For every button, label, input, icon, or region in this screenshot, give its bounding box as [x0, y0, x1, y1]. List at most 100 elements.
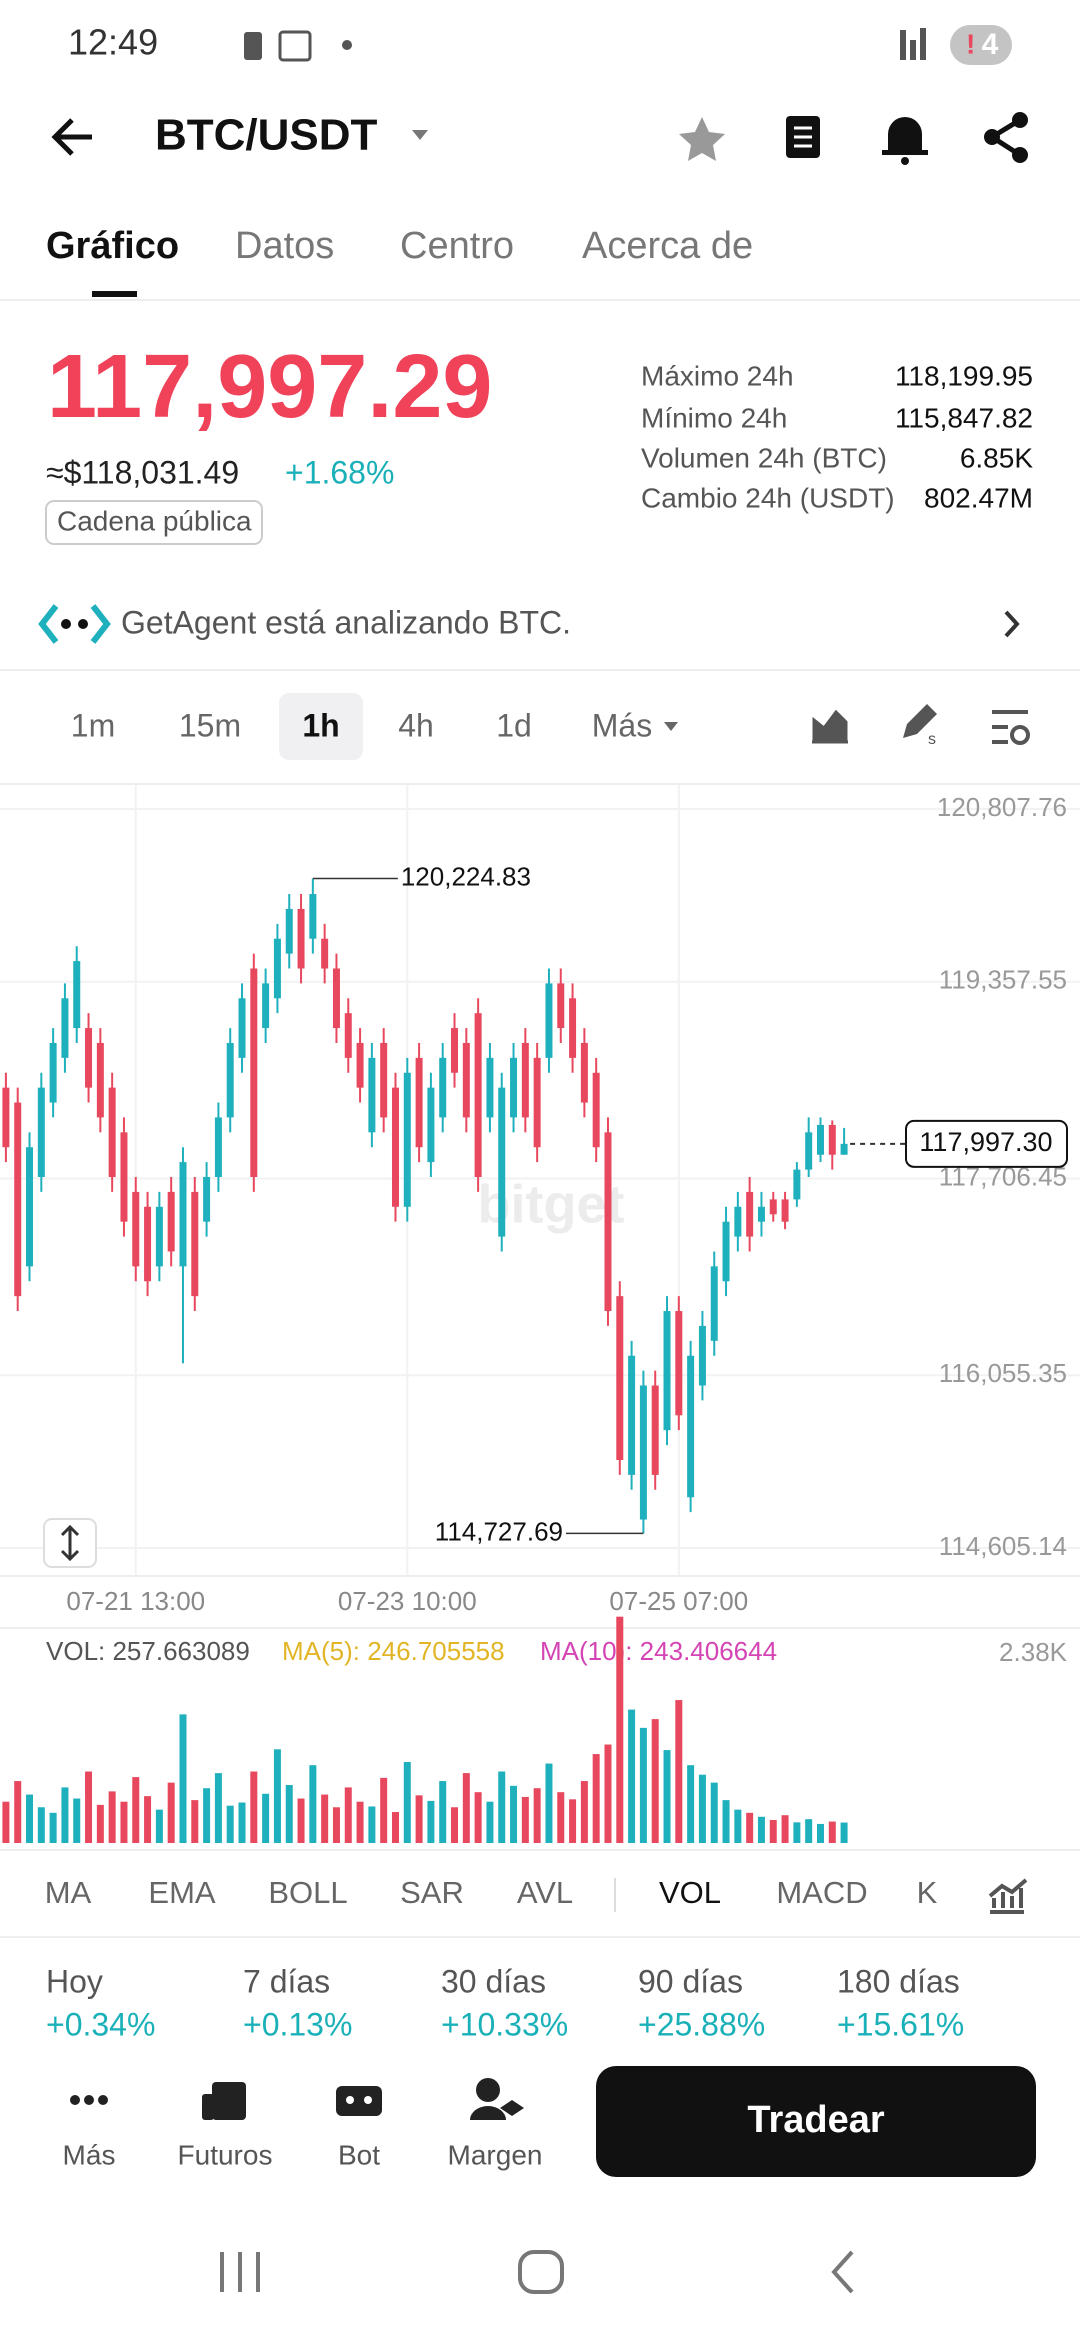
pair-dropdown[interactable]: [412, 130, 428, 140]
x-tick-label: 07-25 07:00: [609, 1586, 748, 1616]
perf-value: +25.88%: [638, 2006, 765, 2042]
chart-type-button[interactable]: [812, 709, 848, 744]
indicator-tab[interactable]: MA: [45, 1875, 92, 1910]
volume-bar: [510, 1785, 518, 1843]
high-label: 120,224.83: [401, 861, 531, 891]
chevron[interactable]: [1004, 610, 1020, 638]
nav-label[interactable]: Margen: [448, 2139, 543, 2170]
tab[interactable]: Centro: [400, 225, 514, 267]
volume-legend: VOL: 257.663089: [46, 1636, 250, 1666]
candle-body: [793, 1169, 801, 1200]
candle-body: [73, 961, 81, 1029]
indicator-tab[interactable]: EMA: [148, 1875, 216, 1910]
volume-bar: [722, 1800, 730, 1843]
interval[interactable]: 4h: [398, 707, 434, 743]
indicator-tab[interactable]: K: [917, 1875, 938, 1910]
candle-body: [2, 1087, 10, 1148]
volume-bar: [805, 1819, 813, 1843]
system-nav: [220, 2250, 854, 2294]
volume-bar: [297, 1798, 305, 1843]
volume-bar: [663, 1750, 671, 1843]
indicator-tab[interactable]: AVL: [517, 1875, 573, 1910]
candle-body: [769, 1199, 777, 1215]
candle-body: [757, 1206, 765, 1222]
tag-box: [45, 500, 263, 545]
candle-body: [439, 1057, 447, 1118]
volume-tick-label: 2.38K: [999, 1637, 1068, 1667]
favorite-button[interactable]: [679, 117, 725, 161]
back-button[interactable]: [51, 118, 92, 156]
expand-button[interactable]: [43, 1518, 97, 1568]
volume-bar: [132, 1777, 140, 1843]
interval[interactable]: 1d: [496, 707, 532, 743]
y-tick-label: 120,807.76: [937, 792, 1067, 822]
interval[interactable]: Más: [592, 707, 652, 743]
tab[interactable]: Datos: [235, 225, 334, 267]
trade-button[interactable]: [596, 2066, 1036, 2177]
candle-body: [14, 1102, 22, 1297]
perf-label: 90 días: [638, 1963, 743, 1999]
indicator-tab[interactable]: VOL: [659, 1875, 721, 1910]
volume-bar: [391, 1812, 399, 1843]
pair-title[interactable]: BTC/USDT: [155, 111, 378, 160]
candle-body: [238, 998, 246, 1058]
volume-legend: MA(5): 246.705558: [282, 1636, 505, 1666]
candle-body: [687, 1355, 695, 1498]
indicator-tab[interactable]: SAR: [400, 1875, 464, 1910]
interval[interactable]: 15m: [179, 707, 241, 743]
candle-body: [203, 1177, 211, 1222]
interval[interactable]: 1h: [302, 707, 339, 743]
candle-body: [96, 1042, 104, 1118]
last-price: 117,997.29: [47, 337, 492, 437]
candle-body: [332, 968, 340, 1029]
volume-bar: [628, 1709, 636, 1843]
volume-bar: [486, 1801, 494, 1843]
volume-bar: [521, 1796, 529, 1843]
volume-bar: [191, 1800, 199, 1843]
stat-label: Volumen 24h (BTC): [641, 442, 887, 473]
nav-label[interactable]: Más: [63, 2139, 116, 2170]
volume-bar: [73, 1798, 81, 1843]
stat-value: 6.85K: [960, 442, 1033, 473]
volume-bar: [592, 1754, 600, 1843]
volume-bar: [734, 1809, 742, 1843]
candle-body: [226, 1042, 234, 1118]
candle-body: [368, 1057, 376, 1133]
notes-button[interactable]: [786, 116, 820, 158]
candle-body: [592, 1072, 600, 1148]
tab[interactable]: Gráfico: [46, 225, 179, 267]
candle-body: [451, 1028, 459, 1073]
candle-body: [521, 1042, 529, 1118]
stat-value: 118,199.95: [895, 360, 1033, 391]
badge-count: 4: [982, 28, 999, 61]
draw-button[interactable]: s: [903, 704, 937, 748]
agent-banner[interactable]: GetAgent está analizando BTC.: [121, 604, 571, 640]
status-time: 12:49: [68, 22, 158, 63]
tab[interactable]: Acerca de: [582, 225, 753, 267]
indicator-settings[interactable]: [988, 1878, 1028, 1914]
volume-bar: [61, 1787, 69, 1843]
perf-value: +0.13%: [243, 2006, 352, 2042]
nav-label[interactable]: Futuros: [178, 2139, 273, 2170]
indicator-tab[interactable]: BOLL: [268, 1875, 347, 1910]
volume-bar: [332, 1807, 340, 1843]
nav-label[interactable]: Bot: [338, 2139, 380, 2170]
volume-bar: [226, 1805, 234, 1843]
volume-bar: [639, 1727, 647, 1843]
volume-bar: [273, 1749, 281, 1843]
volume-bar: [710, 1782, 718, 1843]
indicator-tab[interactable]: MACD: [776, 1875, 867, 1910]
volume-bar: [108, 1791, 116, 1843]
share-button[interactable]: [984, 112, 1028, 163]
y-tick-label: 114,605.14: [939, 1531, 1067, 1561]
volume-bar: [439, 1781, 447, 1843]
volume-bar: [698, 1774, 706, 1843]
more-dropdown[interactable]: [664, 722, 678, 731]
settings-button[interactable]: [992, 710, 1030, 745]
trade-label[interactable]: Tradear: [747, 2099, 885, 2141]
candle-body: [49, 1042, 57, 1103]
interval[interactable]: 1m: [71, 707, 115, 743]
volume-bar: [37, 1807, 45, 1843]
alert-button[interactable]: [882, 117, 928, 165]
volume-bar: [757, 1816, 765, 1843]
